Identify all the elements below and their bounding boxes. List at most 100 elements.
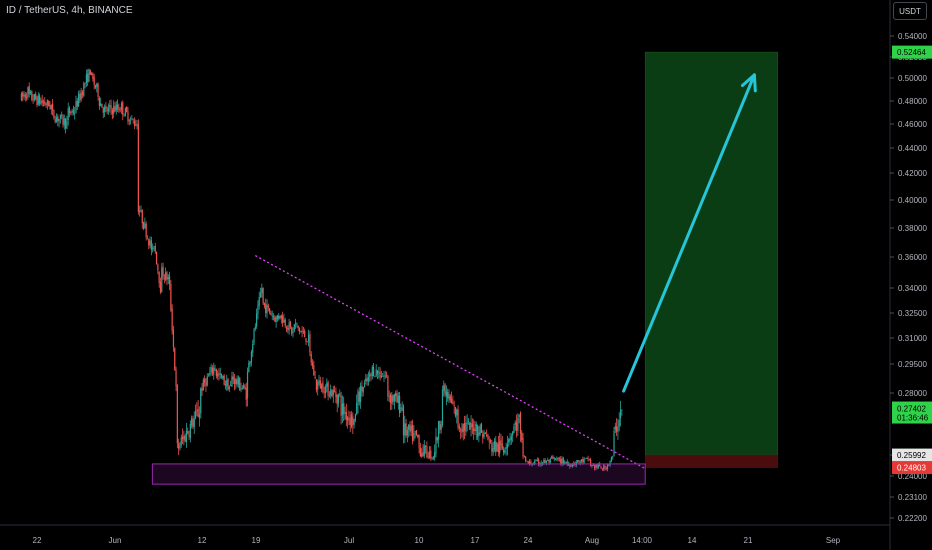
candle bbox=[330, 384, 332, 400]
candle bbox=[587, 455, 589, 462]
candle bbox=[349, 411, 351, 433]
candle bbox=[270, 310, 272, 316]
candle bbox=[382, 373, 384, 377]
candle bbox=[304, 328, 306, 338]
candle bbox=[389, 392, 392, 411]
support-zone[interactable] bbox=[151, 463, 646, 485]
candle bbox=[345, 403, 347, 427]
drawings bbox=[151, 73, 757, 485]
candle bbox=[614, 422, 616, 434]
candle bbox=[42, 99, 45, 107]
candle bbox=[340, 391, 342, 425]
candle bbox=[483, 429, 485, 440]
candle bbox=[422, 444, 424, 458]
position-zones bbox=[644, 51, 779, 468]
y-tick-label: 0.32500 bbox=[898, 309, 927, 318]
candle bbox=[354, 413, 357, 423]
candle bbox=[379, 367, 381, 381]
candle bbox=[586, 457, 588, 460]
candle bbox=[408, 424, 410, 438]
candle bbox=[528, 459, 531, 466]
time-axis[interactable]: 22 Jun 12 19 Jul 10 17 24 Aug 14:00 14 21 Sep bbox=[33, 536, 841, 545]
candle bbox=[324, 384, 327, 399]
candle bbox=[285, 325, 288, 333]
candle bbox=[421, 448, 423, 458]
candle bbox=[122, 100, 124, 121]
candle bbox=[310, 351, 312, 366]
candle bbox=[223, 373, 225, 386]
candle bbox=[206, 373, 208, 387]
projection-arrow[interactable] bbox=[622, 73, 756, 393]
candle bbox=[593, 464, 596, 471]
candle bbox=[317, 379, 319, 396]
candle bbox=[274, 315, 276, 322]
descending-trendline[interactable] bbox=[255, 254, 646, 470]
candle bbox=[444, 383, 446, 398]
candle bbox=[176, 384, 178, 449]
candle bbox=[200, 387, 202, 419]
candle bbox=[297, 325, 299, 332]
candle bbox=[601, 468, 603, 471]
current-price-badge: 0.27402 bbox=[897, 405, 926, 414]
y-tick-label: 0.22200 bbox=[898, 514, 927, 523]
candle bbox=[275, 315, 277, 328]
candle bbox=[265, 298, 267, 318]
candle bbox=[606, 463, 609, 472]
candle bbox=[162, 262, 164, 280]
candle bbox=[505, 442, 507, 456]
candle bbox=[70, 110, 72, 116]
candle bbox=[163, 274, 165, 284]
candle bbox=[544, 458, 546, 464]
candle bbox=[596, 463, 598, 470]
loss-zone[interactable] bbox=[644, 454, 779, 468]
candle bbox=[37, 92, 39, 106]
candle bbox=[295, 318, 297, 329]
candle bbox=[612, 455, 614, 460]
entry-price-badge: 0.25992 bbox=[897, 451, 926, 460]
candle bbox=[269, 307, 271, 315]
candle bbox=[474, 420, 476, 435]
candle bbox=[380, 370, 382, 379]
candle bbox=[211, 365, 214, 377]
candle bbox=[109, 100, 111, 113]
candle bbox=[605, 466, 607, 471]
candle bbox=[45, 102, 47, 108]
candle bbox=[595, 463, 597, 471]
candle bbox=[111, 107, 113, 120]
candle bbox=[404, 415, 406, 443]
currency-button[interactable]: USDT bbox=[893, 2, 927, 20]
candle bbox=[189, 420, 191, 443]
candle bbox=[214, 364, 216, 372]
candle bbox=[514, 420, 516, 432]
candle bbox=[375, 364, 377, 378]
candle bbox=[224, 380, 227, 390]
candle bbox=[72, 105, 74, 116]
candle bbox=[196, 402, 198, 417]
candle bbox=[488, 436, 490, 450]
candle bbox=[618, 412, 620, 432]
candle bbox=[137, 119, 139, 215]
candle bbox=[135, 119, 137, 127]
candle bbox=[476, 424, 479, 441]
candle bbox=[454, 406, 457, 418]
profit-zone[interactable] bbox=[644, 51, 779, 456]
candle bbox=[116, 99, 119, 112]
candle bbox=[322, 377, 324, 394]
candle bbox=[272, 313, 275, 321]
candle bbox=[449, 393, 451, 403]
candle bbox=[62, 114, 64, 128]
candle bbox=[343, 396, 345, 422]
candle bbox=[149, 236, 151, 249]
candle bbox=[413, 425, 415, 442]
candle bbox=[358, 386, 360, 406]
candle bbox=[344, 406, 346, 420]
candle bbox=[313, 360, 315, 376]
candle bbox=[492, 441, 494, 456]
candle bbox=[458, 423, 460, 433]
y-tick-label: 0.23100 bbox=[898, 493, 927, 502]
candle bbox=[522, 432, 524, 459]
candle bbox=[551, 455, 553, 459]
candle bbox=[168, 271, 171, 291]
candle bbox=[55, 113, 58, 123]
